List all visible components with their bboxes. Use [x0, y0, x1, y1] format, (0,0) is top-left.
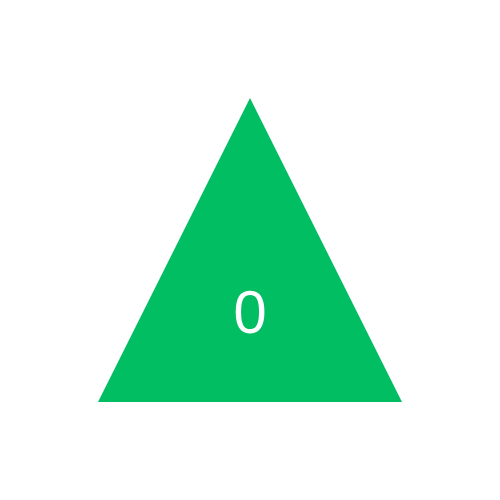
triangle-shape[interactable]: [98, 98, 402, 402]
shape-label: 0: [233, 279, 266, 346]
